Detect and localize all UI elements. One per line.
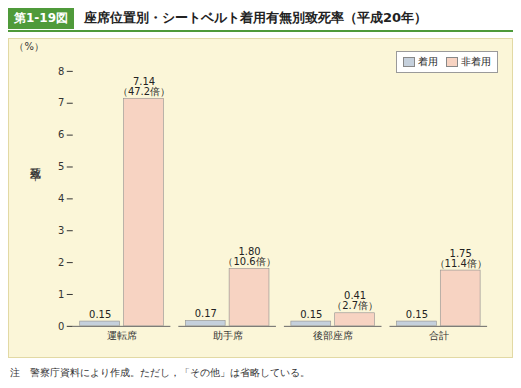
svg-text:助手席: 助手席 — [213, 330, 243, 341]
svg-text:2: 2 — [58, 257, 64, 268]
svg-text:6: 6 — [58, 129, 64, 140]
svg-text:後部座席: 後部座席 — [313, 330, 353, 341]
svg-text:合計: 合計 — [429, 330, 449, 341]
svg-text:4: 4 — [58, 193, 64, 204]
svg-text:0.17: 0.17 — [195, 308, 217, 319]
svg-text:0.15: 0.15 — [406, 309, 428, 320]
html-text:第1-19図: 第1-19図 — [14, 10, 68, 25]
html-text:着用: 着用 — [418, 56, 438, 67]
svg-text:5: 5 — [58, 161, 64, 172]
svg-text:0.15: 0.15 — [89, 309, 111, 320]
svg-text:3: 3 — [58, 225, 64, 236]
svg-text:7.14（47.2倍）: 7.14（47.2倍） — [118, 76, 170, 97]
svg-text:1.75（11.4倍）: 1.75（11.4倍） — [435, 248, 487, 269]
html-text:非着用: 非着用 — [461, 56, 491, 67]
svg-text:0.15: 0.15 — [300, 309, 322, 320]
svg-text:運転席: 運転席 — [107, 330, 137, 341]
html-text:注 警察庁資料により作成。ただし，「その他」は省略している。: 注 警察庁資料により作成。ただし，「その他」は省略している。 — [10, 367, 310, 378]
svg-text:（%）: （%） — [14, 41, 43, 52]
html-text:座席位置別・シートベルト着用有無別致死率（平成20年）: 座席位置別・シートベルト着用有無別致死率（平成20年） — [84, 10, 428, 25]
svg-text:0: 0 — [58, 321, 64, 332]
svg-text:1: 1 — [58, 289, 64, 300]
svg-text:1.80（10.6倍）: 1.80（10.6倍） — [223, 246, 275, 267]
html-text:致死率: 致死率 — [29, 159, 42, 162]
svg-text:0.41（2.7倍）: 0.41（2.7倍） — [332, 290, 378, 311]
svg-text:7: 7 — [58, 97, 64, 108]
svg-text:8: 8 — [58, 66, 64, 77]
